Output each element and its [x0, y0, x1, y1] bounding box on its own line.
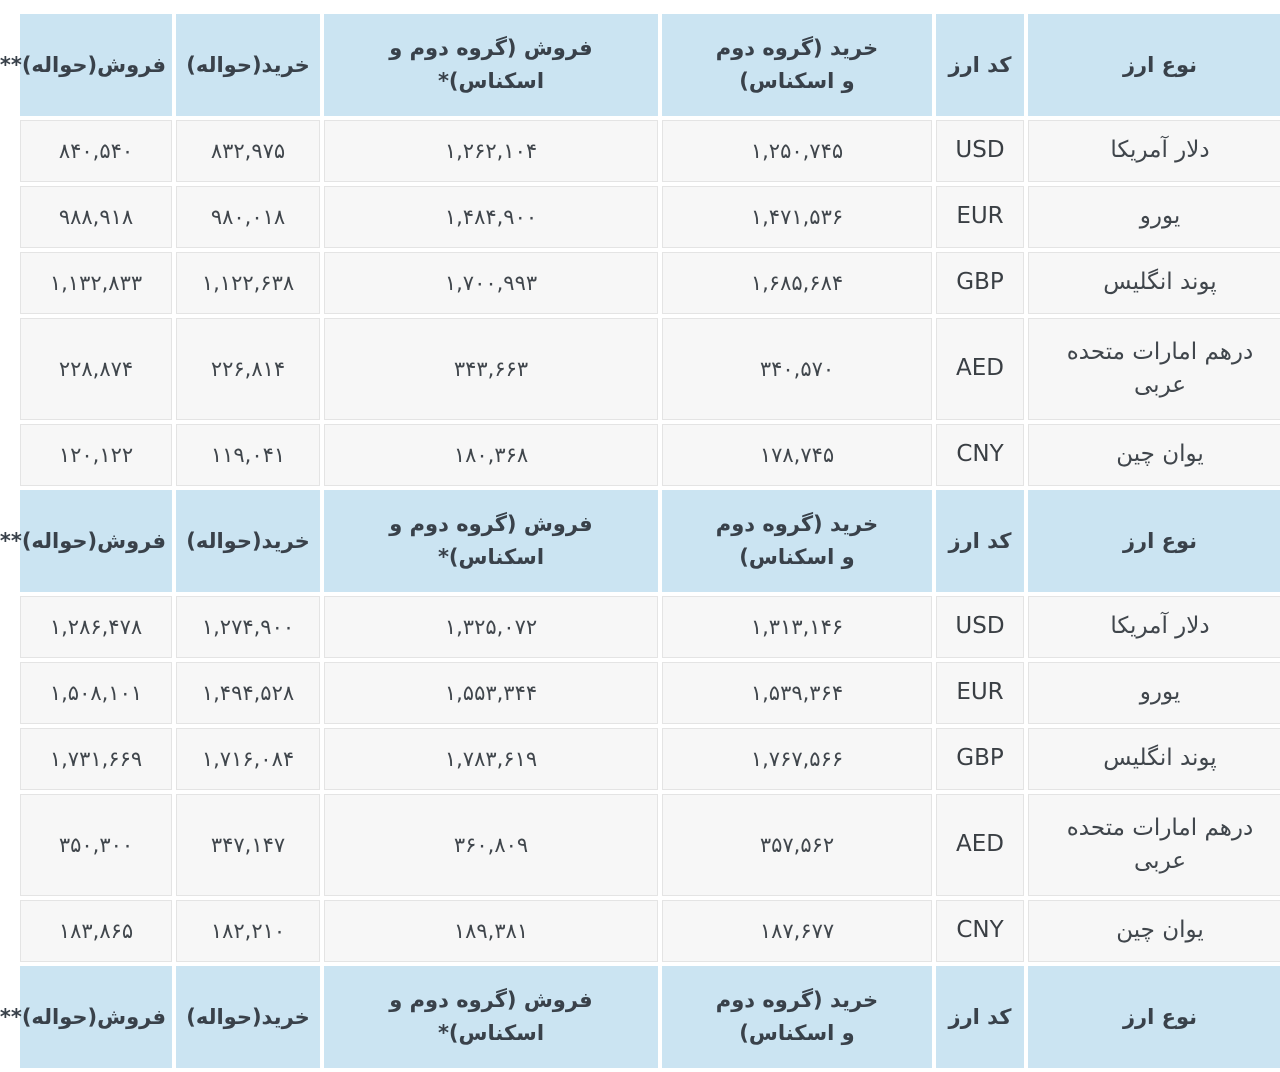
column-header-sell-cash: فروش (گروه دوم و اسکناس)*	[308, 490, 642, 592]
buy-remit-cell: ۱,۷۱۶,۰۸۴	[160, 728, 304, 790]
column-header-currency-type: نوع ارز	[1012, 490, 1276, 592]
column-header-buy-remittance: خرید(حواله)	[160, 490, 304, 592]
table-row-usd: دلار آمریکا USD ۱,۲۵۰,۷۴۵ ۱,۲۶۲,۱۰۴ ۸۳۲,…	[4, 120, 1276, 182]
table-row-gbp: پوند انگلیس GBP ۱,۷۶۷,۵۶۶ ۱,۷۸۳,۶۱۹ ۱,۷۱…	[4, 728, 1276, 790]
buy-cash-cell: ۱,۳۱۳,۱۴۶	[646, 596, 916, 658]
buy-remit-cell: ۱۱۹,۰۴۱	[160, 424, 304, 486]
currency-name-cell: درهم امارات متحده عربی	[1012, 794, 1276, 896]
currency-code-cell: GBP	[920, 728, 1008, 790]
sell-cash-cell: ۱,۷۸۳,۶۱۹	[308, 728, 642, 790]
column-header-buy-remittance: خرید(حواله)	[160, 966, 304, 1068]
sell-cash-cell: ۱۸۰,۳۶۸	[308, 424, 642, 486]
table-row-eur: یورو EUR ۱,۴۷۱,۵۳۶ ۱,۴۸۴,۹۰۰ ۹۸۰,۰۱۸ ۹۸۸…	[4, 186, 1276, 248]
column-header-sell-remittance: فروش(حواله)**	[4, 14, 156, 116]
column-header-sell-remittance: فروش(حواله)**	[4, 490, 156, 592]
sell-remit-cell: ۱,۵۰۸,۱۰۱	[4, 662, 156, 724]
buy-cash-cell: ۱۸۷,۶۷۷	[646, 900, 916, 962]
buy-remit-cell: ۱۸۲,۲۱۰	[160, 900, 304, 962]
buy-remit-cell: ۸۳۲,۹۷۵	[160, 120, 304, 182]
sell-cash-cell: ۱,۲۶۲,۱۰۴	[308, 120, 642, 182]
buy-cash-cell: ۱,۵۳۹,۳۶۴	[646, 662, 916, 724]
buy-cash-cell: ۱,۶۸۵,۶۸۴	[646, 252, 916, 314]
table-row-usd: دلار آمریکا USD ۱,۳۱۳,۱۴۶ ۱,۳۲۵,۰۷۲ ۱,۲۷…	[4, 596, 1276, 658]
column-header-currency-code: کد ارز	[920, 966, 1008, 1068]
sell-remit-cell: ۱,۷۳۱,۶۶۹	[4, 728, 156, 790]
currency-code-cell: GBP	[920, 252, 1008, 314]
currency-code-cell: EUR	[920, 186, 1008, 248]
column-header-currency-code: کد ارز	[920, 490, 1008, 592]
sell-cash-cell: ۳۶۰,۸۰۹	[308, 794, 642, 896]
header-row: نوع ارز کد ارز خرید (گروه دوم و اسکناس) …	[4, 14, 1276, 116]
sell-cash-cell: ۱,۷۰۰,۹۹۳	[308, 252, 642, 314]
buy-remit-cell: ۱,۱۲۲,۶۳۸	[160, 252, 304, 314]
sell-cash-cell: ۳۴۳,۶۶۳	[308, 318, 642, 420]
column-header-sell-cash: فروش (گروه دوم و اسکناس)*	[308, 14, 642, 116]
currency-name-cell: یورو	[1012, 186, 1276, 248]
column-header-currency-code: کد ارز	[920, 14, 1008, 116]
table-row-eur: یورو EUR ۱,۵۳۹,۳۶۴ ۱,۵۵۳,۳۴۴ ۱,۴۹۴,۵۲۸ ۱…	[4, 662, 1276, 724]
column-header-sell-cash: فروش (گروه دوم و اسکناس)*	[308, 966, 642, 1068]
currency-code-cell: EUR	[920, 662, 1008, 724]
buy-remit-cell: ۱,۲۷۴,۹۰۰	[160, 596, 304, 658]
rates-table-2: نوع ارز کد ارز خرید (گروه دوم و اسکناس) …	[0, 486, 1280, 966]
currency-name-cell: درهم امارات متحده عربی	[1012, 318, 1276, 420]
buy-remit-cell: ۳۴۷,۱۴۷	[160, 794, 304, 896]
sell-remit-cell: ۱,۱۳۲,۸۳۳	[4, 252, 156, 314]
currency-code-cell: USD	[920, 596, 1008, 658]
column-header-buy-cash: خرید (گروه دوم و اسکناس)	[646, 966, 916, 1068]
buy-remit-cell: ۲۲۶,۸۱۴	[160, 318, 304, 420]
currency-code-cell: USD	[920, 120, 1008, 182]
currency-code-cell: CNY	[920, 424, 1008, 486]
sell-cash-cell: ۱,۳۲۵,۰۷۲	[308, 596, 642, 658]
column-header-buy-cash: خرید (گروه دوم و اسکناس)	[646, 490, 916, 592]
table-row-aed: درهم امارات متحده عربی AED ۳۵۷,۵۶۲ ۳۶۰,۸…	[4, 794, 1276, 896]
sell-remit-cell: ۹۸۸,۹۱۸	[4, 186, 156, 248]
sell-remit-cell: ۱,۲۸۶,۴۷۸	[4, 596, 156, 658]
currency-name-cell: یورو	[1012, 662, 1276, 724]
currency-name-cell: یوان چین	[1012, 900, 1276, 962]
column-header-buy-cash: خرید (گروه دوم و اسکناس)	[646, 14, 916, 116]
buy-cash-cell: ۱,۴۷۱,۵۳۶	[646, 186, 916, 248]
header-row: نوع ارز کد ارز خرید (گروه دوم و اسکناس) …	[4, 490, 1276, 592]
buy-remit-cell: ۱,۴۹۴,۵۲۸	[160, 662, 304, 724]
table-row-cny: یوان چین CNY ۱۷۸,۷۴۵ ۱۸۰,۳۶۸ ۱۱۹,۰۴۱ ۱۲۰…	[4, 424, 1276, 486]
table-row-gbp: پوند انگلیس GBP ۱,۶۸۵,۶۸۴ ۱,۷۰۰,۹۹۳ ۱,۱۲…	[4, 252, 1276, 314]
sell-remit-cell: ۸۴۰,۵۴۰	[4, 120, 156, 182]
sell-remit-cell: ۳۵۰,۳۰۰	[4, 794, 156, 896]
rates-table-1: نوع ارز کد ارز خرید (گروه دوم و اسکناس) …	[0, 10, 1280, 490]
currency-name-cell: پوند انگلیس	[1012, 252, 1276, 314]
sell-cash-cell: ۱۸۹,۳۸۱	[308, 900, 642, 962]
buy-cash-cell: ۱,۲۵۰,۷۴۵	[646, 120, 916, 182]
table-row-aed: درهم امارات متحده عربی AED ۳۴۰,۵۷۰ ۳۴۳,۶…	[4, 318, 1276, 420]
currency-name-cell: دلار آمریکا	[1012, 120, 1276, 182]
column-header-currency-type: نوع ارز	[1012, 966, 1276, 1068]
currency-name-cell: پوند انگلیس	[1012, 728, 1276, 790]
column-header-buy-remittance: خرید(حواله)	[160, 14, 304, 116]
buy-cash-cell: ۳۴۰,۵۷۰	[646, 318, 916, 420]
currency-code-cell: AED	[920, 794, 1008, 896]
currency-code-cell: AED	[920, 318, 1008, 420]
column-header-sell-remittance: فروش(حواله)**	[4, 966, 156, 1068]
sell-remit-cell: ۱۲۰,۱۲۲	[4, 424, 156, 486]
sell-cash-cell: ۱,۴۸۴,۹۰۰	[308, 186, 642, 248]
currency-name-cell: یوان چین	[1012, 424, 1276, 486]
header-row: نوع ارز کد ارز خرید (گروه دوم و اسکناس) …	[4, 966, 1276, 1068]
buy-remit-cell: ۹۸۰,۰۱۸	[160, 186, 304, 248]
column-header-currency-type: نوع ارز	[1012, 14, 1276, 116]
currency-name-cell: دلار آمریکا	[1012, 596, 1276, 658]
currency-code-cell: CNY	[920, 900, 1008, 962]
sell-remit-cell: ۱۸۳,۸۶۵	[4, 900, 156, 962]
buy-cash-cell: ۱,۷۶۷,۵۶۶	[646, 728, 916, 790]
buy-cash-cell: ۱۷۸,۷۴۵	[646, 424, 916, 486]
sell-remit-cell: ۲۲۸,۸۷۴	[4, 318, 156, 420]
table-row-cny: یوان چین CNY ۱۸۷,۶۷۷ ۱۸۹,۳۸۱ ۱۸۲,۲۱۰ ۱۸۳…	[4, 900, 1276, 962]
rates-table-3-clipped: نوع ارز کد ارز خرید (گروه دوم و اسکناس) …	[0, 962, 1280, 1072]
buy-cash-cell: ۳۵۷,۵۶۲	[646, 794, 916, 896]
sell-cash-cell: ۱,۵۵۳,۳۴۴	[308, 662, 642, 724]
